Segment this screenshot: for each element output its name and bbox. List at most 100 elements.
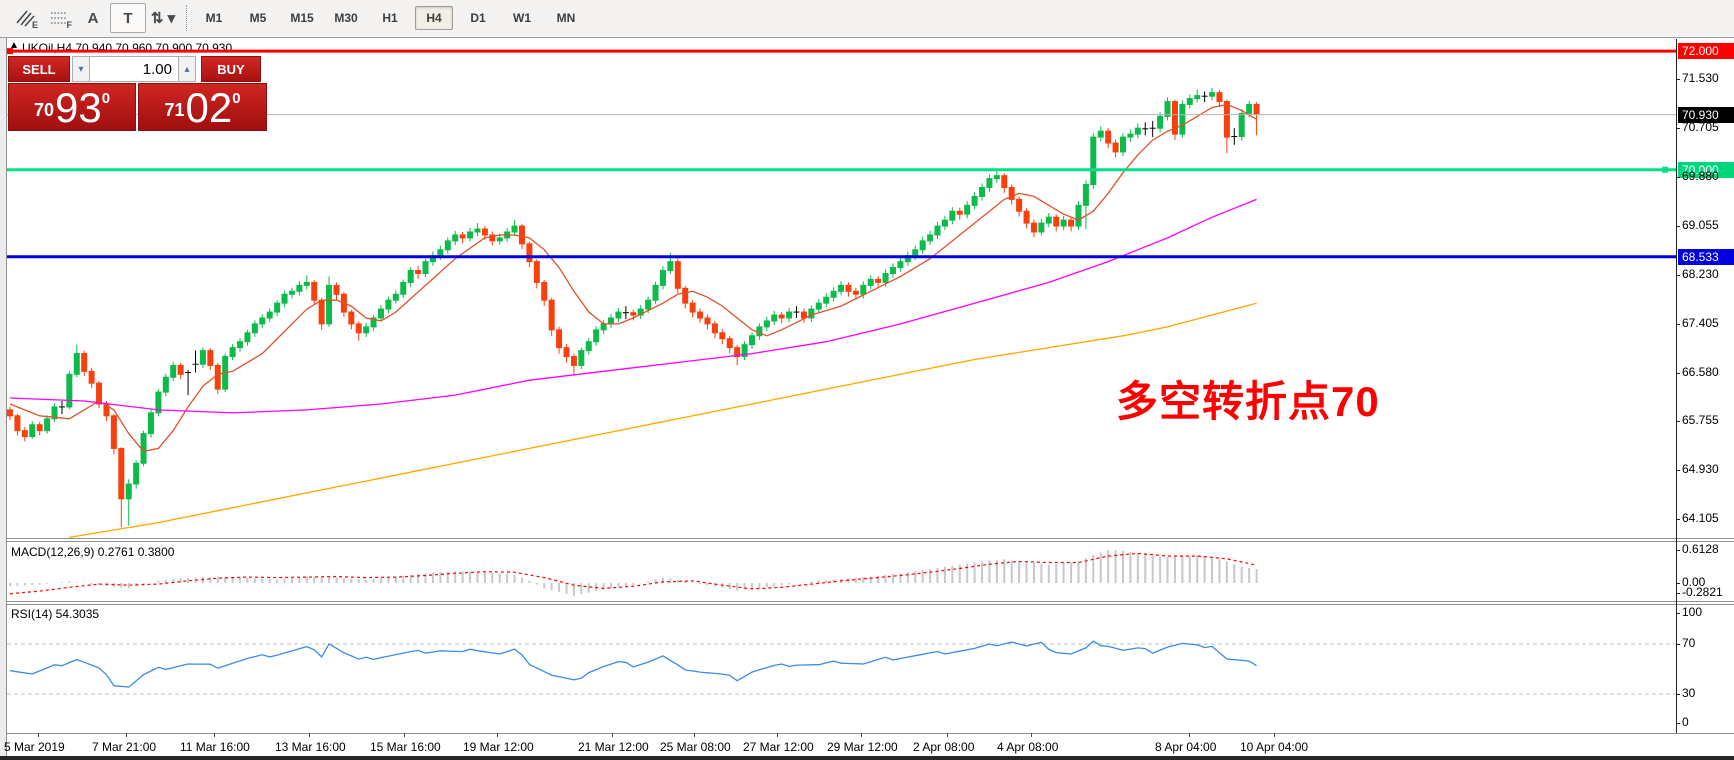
candle-body [177, 364, 184, 375]
timeframe-button-h4[interactable]: H4 [415, 6, 453, 30]
buy-price-box[interactable]: 71 02 0 [138, 83, 267, 131]
timeframe-button-m1[interactable]: M1 [205, 11, 223, 25]
timeframe-button-m30[interactable]: M30 [334, 11, 358, 25]
timeframe-button-group: M1 M5 M15 M30 H1 H4 D1 W1 MN [192, 3, 588, 33]
candle-body [385, 299, 392, 310]
time-axis-label: 21 Mar 12:00 [578, 740, 649, 754]
candle-body [889, 267, 896, 275]
sell-button[interactable]: SELL [8, 56, 70, 82]
candle-body [1068, 219, 1075, 227]
candle-body [897, 261, 904, 269]
price-chart-canvas[interactable]: UKOil,H4 70.940 70.960 70.900 70.930 [7, 39, 1676, 539]
candle-body [489, 234, 496, 242]
candle-body [526, 243, 533, 263]
candle-body [711, 323, 718, 334]
candle-body [237, 341, 244, 349]
candle-body [800, 311, 807, 319]
macd-level-label: -0.2821 [1682, 585, 1723, 599]
candle-body [860, 284, 867, 295]
candle-body [1171, 101, 1178, 135]
candle-body [326, 284, 333, 325]
sell-price-sup: 0 [101, 90, 111, 107]
timeframe-button-m5[interactable]: M5 [249, 11, 267, 25]
hatch-draw-icon[interactable]: E [8, 4, 42, 32]
candle-body [229, 347, 236, 358]
volume-increase-button[interactable]: ▴ [178, 56, 196, 82]
rsi-indicator-canvas[interactable] [7, 605, 1676, 733]
candle-body [704, 317, 711, 325]
text-a-icon[interactable]: A [87, 9, 99, 27]
candle-body [363, 326, 370, 334]
ma-mid-line [9, 198, 1257, 414]
candle-body [615, 311, 622, 319]
volume-input[interactable] [90, 56, 178, 82]
text-box-icon[interactable]: T [110, 3, 146, 33]
time-axis-label: 25 Mar 08:00 [660, 740, 731, 754]
candle-body [726, 338, 733, 349]
grid-snap-icon[interactable]: F [42, 4, 76, 32]
candle-body [763, 320, 770, 328]
timeframe-button-mn[interactable]: MN [556, 11, 576, 25]
candle-body [474, 228, 481, 233]
candle-body [29, 424, 36, 438]
candle-body [912, 249, 919, 257]
candle-body [281, 293, 288, 304]
timeframe-button-w1[interactable]: W1 [513, 11, 531, 25]
buy-price-prefix: 71 [164, 100, 185, 120]
candle-body [808, 308, 815, 319]
candle-body [199, 350, 206, 365]
price-level-badge: 72.000 [1678, 43, 1734, 60]
candle-body [1120, 136, 1126, 153]
ma-fast-line [9, 103, 1257, 453]
candle-body [266, 311, 273, 319]
candle-body [875, 278, 882, 283]
timeframe-button-m15[interactable]: M15 [290, 11, 314, 25]
timeframe-button-d1[interactable]: D1 [470, 11, 486, 25]
candle-body [1112, 142, 1119, 153]
buy-price-big: 02 [185, 84, 233, 132]
toolbar-icon-group: E F A T ⇅ ▾ [8, 3, 194, 33]
timeframe-button-h1[interactable]: H1 [382, 11, 398, 25]
candle-body [756, 326, 763, 337]
candle-body [585, 341, 592, 352]
cycle-arrows-icon[interactable]: ⇅ ▾ [150, 10, 176, 27]
candle-body [1246, 103, 1253, 114]
candle-body [645, 299, 652, 310]
collapse-triangle-icon[interactable] [11, 42, 17, 48]
rsi-level-label: 100 [1682, 605, 1703, 619]
candle-body [1090, 136, 1097, 186]
time-axis-label: 10 Apr 04:00 [1240, 740, 1309, 754]
candle-body [786, 311, 793, 319]
sell-price-box[interactable]: 70 93 0 [8, 83, 136, 131]
panel-separator[interactable] [0, 541, 1734, 542]
candle-body [162, 376, 169, 393]
sell-price-prefix: 70 [33, 100, 54, 120]
candle-body [496, 237, 503, 242]
candle-body [1097, 130, 1104, 138]
candle-body [511, 225, 518, 233]
annotation-text: 多空转折点70 [1116, 378, 1380, 425]
candle-body [333, 284, 340, 295]
panel-separator[interactable] [0, 601, 1734, 602]
time-axis-label: 7 Mar 21:00 [92, 740, 157, 754]
volume-decrease-button[interactable]: ▾ [72, 56, 90, 82]
candle-body [274, 302, 281, 313]
macd-signal-line [9, 552, 1257, 595]
window-left-edge [0, 37, 7, 760]
panel-separator[interactable] [0, 538, 1734, 539]
candle-body [993, 175, 1000, 180]
panel-separator[interactable] [0, 604, 1734, 605]
candle-body [1157, 115, 1164, 129]
candle-body [1023, 210, 1030, 224]
price-tick-label: 68.230 [1682, 266, 1719, 281]
candle-body [518, 225, 525, 245]
candle-body [838, 284, 845, 292]
macd-indicator-canvas[interactable] [7, 543, 1676, 601]
price-tick-label: 67.405 [1682, 315, 1719, 330]
buy-price-sup: 0 [232, 90, 241, 107]
candle-body [1186, 98, 1193, 105]
buy-button[interactable]: BUY [201, 56, 261, 82]
candle-body [949, 210, 956, 221]
candle-body [407, 270, 414, 283]
